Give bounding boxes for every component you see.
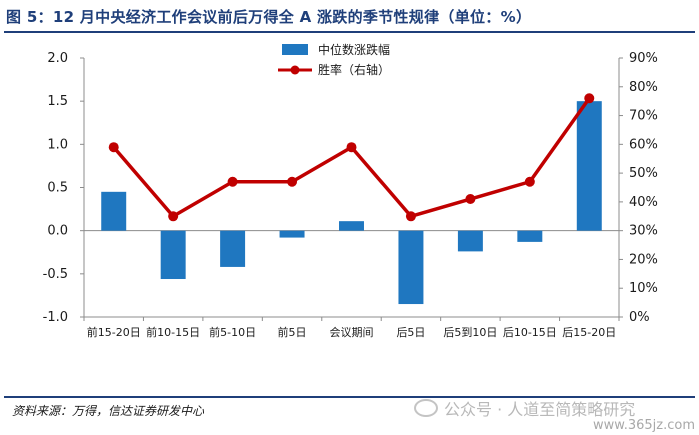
axes-layer [80,57,623,321]
watermark-url: www.365jz.com [593,418,695,433]
legend-label-line: 胜率（右轴） [318,62,390,77]
win-rate-point [287,176,298,187]
x-tick-label: 后5到10日 [443,326,497,339]
bar [576,101,602,231]
legend-swatch-marker [290,65,300,75]
left-tick-label: -0.5 [43,267,68,282]
bar [398,230,424,305]
ticks-layer: -1.0 -0.5 0.0 0.5 1.0 1.5 2.0 0% 10% 20% 30% 40% 50%… [43,51,658,339]
x-tick-label: 会议期间 [330,326,374,339]
left-tick-label: 0.0 [47,224,68,239]
left-tick-label: 1.5 [47,94,68,109]
win-rate-point [524,176,535,187]
bar [279,230,305,238]
right-tick-label: 50% [629,166,658,181]
wechat-icon [414,399,438,417]
win-rate-line [112,97,591,219]
x-tick-label: 前5日 [278,325,307,339]
line-layer [108,93,595,222]
x-tick-label: 前5-10日 [209,325,256,339]
right-tick-label: 0% [629,310,650,325]
x-tick-label: 后10-15日 [503,326,557,339]
right-tick-label: 30% [629,224,658,239]
bar [339,221,364,231]
x-tick-label: 后15-20日 [562,326,616,339]
bar [160,230,186,280]
legend-label-bar: 中位数涨跌幅 [318,42,390,57]
x-tick-label: 前15-20日 [87,325,141,339]
legend-swatch-bar [282,44,308,55]
watermark: 公众号 · 人道至简策略研究 [414,396,635,420]
win-rate-point [405,211,416,222]
watermark-text: 公众号 · 人道至简策略研究 [444,400,636,419]
right-tick-label: 90% [629,51,658,66]
bar [457,230,483,252]
win-rate-point [227,176,238,187]
left-tick-label: 0.5 [47,181,68,196]
bar [101,191,127,231]
bars-layer [101,101,602,305]
bar [220,230,246,267]
bar [517,230,543,242]
x-tick-label: 前10-15日 [146,325,200,339]
left-tick-label: 1.0 [47,137,68,152]
source-note: 资料来源：万得，信达证券研发中心 [12,404,205,418]
source-rule [4,396,695,398]
right-tick-label: 70% [629,109,658,124]
right-tick-label: 10% [629,281,658,296]
right-tick-label: 60% [629,137,658,152]
figure-title: 图 5：12 月中央经济工作会议前后万得全 A 涨跌的季节性规律（单位：%） [6,8,532,26]
win-rate-point [168,211,179,222]
left-tick-label: -1.0 [43,310,68,325]
right-tick-label: 80% [629,80,658,95]
x-tick-label: 后5日 [396,326,425,339]
win-rate-point [584,93,595,104]
left-tick-label: 2.0 [47,51,68,66]
win-rate-point [108,142,119,153]
win-rate-point [465,194,476,205]
right-tick-label: 20% [629,252,658,267]
right-tick-label: 40% [629,195,658,210]
title-rule [4,31,695,33]
chart: -1.0 -0.5 0.0 0.5 1.0 1.5 2.0 0% 10% 20% 30% 40% 50%… [43,42,658,339]
win-rate-point [346,142,357,153]
